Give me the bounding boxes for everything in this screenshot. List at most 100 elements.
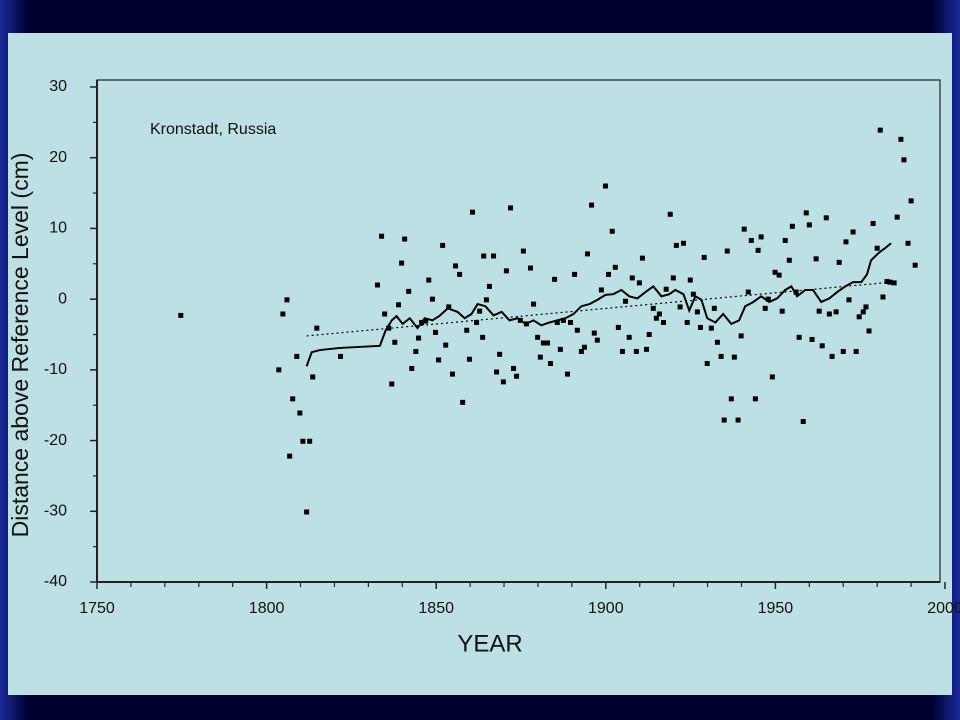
data-point xyxy=(806,222,812,228)
y-axis-label: Distance above Reference Level (cm) xyxy=(7,153,33,538)
data-point xyxy=(300,438,306,444)
data-point xyxy=(776,272,782,278)
y-tick-label: 20 xyxy=(49,149,67,166)
data-point xyxy=(905,240,911,246)
data-point xyxy=(735,417,741,423)
x-tick-label: 1800 xyxy=(249,600,285,617)
data-point xyxy=(633,348,639,354)
data-point xyxy=(557,346,563,352)
data-point xyxy=(511,365,517,371)
data-point xyxy=(568,319,574,325)
data-point xyxy=(762,305,768,311)
data-point xyxy=(314,325,320,331)
data-point xyxy=(626,334,632,340)
y-tick-label: -30 xyxy=(44,503,67,520)
data-point xyxy=(697,324,703,330)
data-point xyxy=(449,371,455,377)
y-tick-label: -40 xyxy=(44,573,67,590)
data-point xyxy=(572,271,578,277)
data-point xyxy=(636,280,642,286)
data-point xyxy=(644,346,650,352)
data-point xyxy=(813,256,819,262)
data-point xyxy=(612,264,618,270)
data-point xyxy=(619,348,625,354)
data-point xyxy=(721,417,727,423)
data-point xyxy=(629,275,635,281)
data-point xyxy=(786,257,792,263)
data-point xyxy=(690,291,696,297)
data-point xyxy=(548,360,554,366)
data-point xyxy=(402,236,408,242)
data-point xyxy=(507,205,513,211)
annotation: Kronstadt, Russia xyxy=(150,121,276,138)
data-point xyxy=(704,360,710,366)
data-point xyxy=(667,211,673,217)
data-point xyxy=(796,334,802,340)
y-tick-label: 30 xyxy=(49,78,67,95)
data-point xyxy=(728,396,734,402)
data-point xyxy=(765,296,771,302)
data-point xyxy=(413,348,419,354)
data-point xyxy=(615,324,621,330)
data-point xyxy=(793,289,799,295)
data-point xyxy=(304,509,310,515)
data-point xyxy=(708,325,714,331)
data-point xyxy=(758,234,764,240)
data-point xyxy=(578,348,584,354)
data-point xyxy=(656,311,662,317)
data-point xyxy=(598,287,604,293)
data-point xyxy=(694,309,700,315)
data-point xyxy=(581,344,587,350)
data-point xyxy=(701,254,707,260)
data-point xyxy=(609,228,615,234)
data-point xyxy=(803,210,809,216)
data-point xyxy=(687,277,693,283)
data-point xyxy=(436,357,442,363)
data-point xyxy=(850,229,856,235)
data-point xyxy=(290,396,296,402)
data-point xyxy=(853,348,859,354)
data-point xyxy=(819,343,825,349)
x-tick-label: 1850 xyxy=(418,600,454,617)
x-tick-label: 1900 xyxy=(588,600,624,617)
data-point xyxy=(663,286,669,292)
y-tick-label: -20 xyxy=(44,432,67,449)
data-point xyxy=(836,259,842,265)
data-point xyxy=(307,438,313,444)
data-point xyxy=(433,329,439,335)
data-point xyxy=(741,226,747,232)
data-point xyxy=(338,353,344,359)
data-point xyxy=(779,308,785,314)
data-point xyxy=(443,342,449,348)
data-point xyxy=(650,305,656,311)
running-mean-line xyxy=(305,242,892,367)
data-point xyxy=(840,348,846,354)
data-point xyxy=(738,333,744,339)
data-point xyxy=(718,353,724,359)
data-point xyxy=(453,263,459,269)
data-point xyxy=(591,330,597,336)
data-point xyxy=(379,233,385,239)
data-point xyxy=(724,248,730,254)
data-point xyxy=(429,296,435,302)
data-point xyxy=(752,396,758,402)
data-point xyxy=(560,317,566,323)
data-point xyxy=(535,334,541,340)
data-point xyxy=(755,247,761,253)
data-point xyxy=(843,239,849,245)
data-point xyxy=(748,237,754,243)
data-point xyxy=(178,312,184,318)
data-point xyxy=(714,339,720,345)
data-point xyxy=(382,311,388,317)
data-point xyxy=(782,237,788,243)
data-point xyxy=(816,308,822,314)
data-point xyxy=(826,311,832,317)
data-point xyxy=(856,314,862,320)
data-point xyxy=(639,255,645,261)
data-point xyxy=(537,354,543,360)
data-point xyxy=(287,453,293,459)
data-point xyxy=(800,418,806,424)
data-point xyxy=(670,275,676,281)
data-point xyxy=(745,289,751,295)
